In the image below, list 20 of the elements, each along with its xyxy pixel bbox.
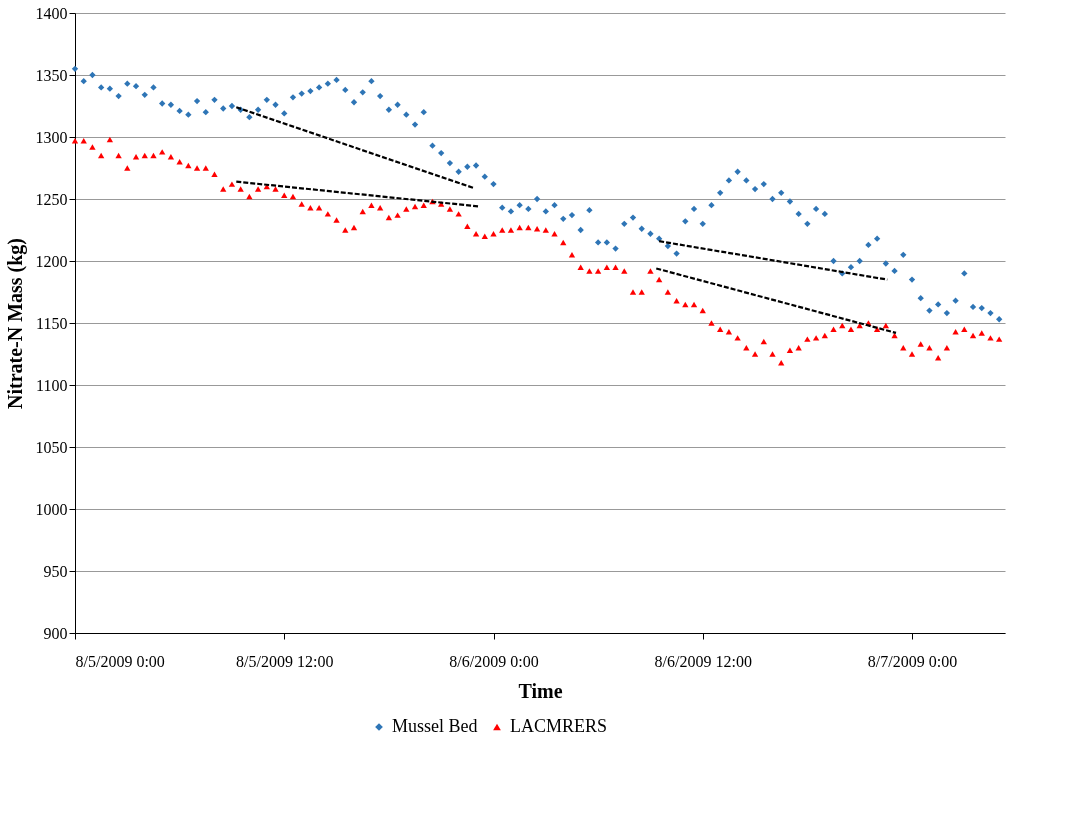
legend-label: Mussel Bed [392, 716, 478, 736]
y-tick-label: 900 [43, 624, 68, 642]
x-axis-title: Time [518, 679, 563, 702]
x-tick-label: 8/5/2009 12:00 [236, 652, 334, 670]
legend-label: LACMRERS [510, 716, 608, 736]
y-tick-label: 1000 [35, 500, 68, 518]
y-tick-label: 1150 [36, 314, 68, 332]
y-tick-label: 1350 [35, 66, 68, 84]
y-tick-label: 950 [43, 562, 68, 580]
x-tick-label: 8/5/2009 0:00 [75, 652, 165, 670]
y-tick-label: 1300 [35, 128, 68, 146]
x-tick-label: 8/7/2009 0:00 [867, 652, 958, 670]
y-tick-label: 1050 [35, 438, 68, 456]
x-tick-label: 8/6/2009 12:00 [654, 652, 752, 670]
y-axis-title: Nitrate-N Mass (kg) [3, 237, 27, 410]
x-tick-label: 8/6/2009 0:00 [449, 652, 539, 670]
y-tick-label: 1200 [35, 252, 68, 270]
y-tick-label: 1400 [35, 4, 68, 22]
y-tick-label: 1250 [35, 190, 68, 208]
y-tick-label: 1100 [36, 376, 68, 394]
